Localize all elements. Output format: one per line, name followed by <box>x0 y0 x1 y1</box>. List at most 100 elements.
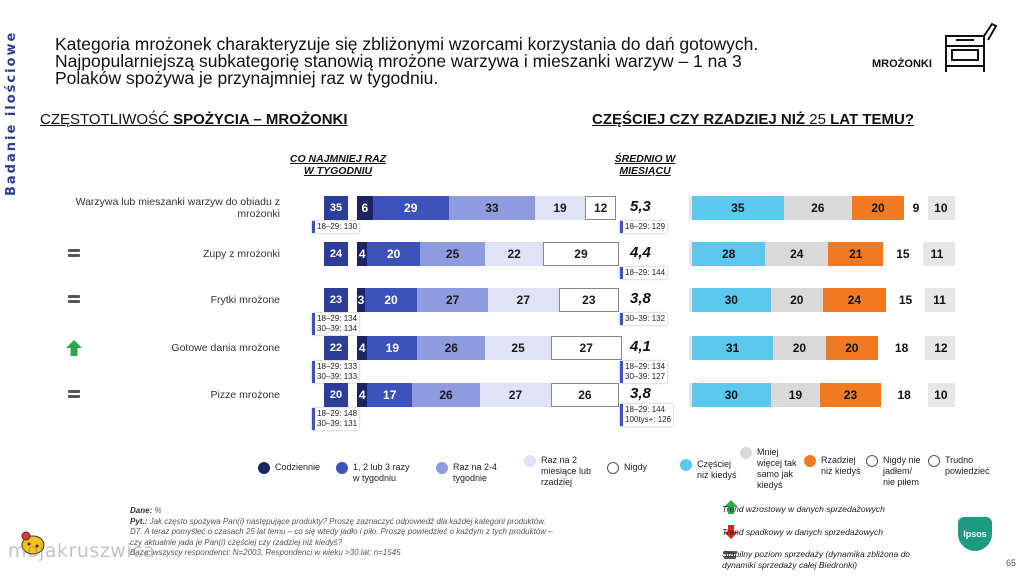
bar-segment: 29 <box>372 196 449 220</box>
bar-segment: 3 <box>357 288 365 312</box>
legend-swatch <box>524 455 536 467</box>
bar-segment: 20 <box>367 242 420 266</box>
bar-segment: 23 <box>820 383 881 407</box>
ipsos-logo: Ipsos <box>958 517 992 551</box>
comparison-stack: 35 26 20 9 10 <box>692 196 954 220</box>
bar-segment: 26 <box>417 336 486 360</box>
headline-line-2: Najpopularniejszą subkategorię stanowią … <box>55 51 742 71</box>
frequency-stack: 3 20 27 27 23 <box>357 288 619 312</box>
chart-row: Pizze mrożone 20 4 17 26 27 26 3,8 18–29: 148 30–… <box>0 383 1024 430</box>
legend-swatch <box>804 455 816 467</box>
trend-flat-icon <box>68 295 80 305</box>
subgroup-avg: 18–29: 144 100tys+: 126 <box>620 404 674 426</box>
headline-line-1: Kategoria mrożonek charakteryzuje się zb… <box>55 34 759 54</box>
legend-label: Trudno powiedzieć <box>945 455 990 476</box>
subgroup-avg-line: 18–29: 144 <box>625 405 666 414</box>
side-label-text: Badanie ilościowe <box>4 30 19 196</box>
bar-segment: 27 <box>550 336 622 360</box>
subgroup-avg: 18–29: 144 <box>620 267 668 279</box>
atleast-weekly-value: 23 <box>324 288 348 312</box>
bar-segment: 19 <box>770 383 821 407</box>
bar-segment: 28 <box>692 242 766 266</box>
bar-segment: 20 <box>364 288 418 312</box>
notes-l2-label: Pyt.: <box>130 516 148 526</box>
legend-item: Raz na 2 miesiące lub rzadziej <box>524 455 600 488</box>
bar-segment: 20 <box>851 196 905 220</box>
subgroup-atleast-line: 30–39: 134 <box>317 324 358 333</box>
subgroup-atleast: 18–29: 148 30–39: 131 <box>312 408 360 430</box>
subgroup-atleast: 18–29: 133 30–39: 133 <box>312 361 360 383</box>
trend-flat-icon <box>68 249 80 259</box>
trend-up-icon <box>66 340 82 356</box>
frequency-stack: 4 20 25 22 29 <box>357 242 619 266</box>
headline: Kategoria mrożonek charakteryzuje się zb… <box>55 34 855 87</box>
legend-swatch <box>336 462 348 474</box>
bar-segment: 19 <box>535 196 585 220</box>
bar-segment: 25 <box>419 242 486 266</box>
legend: Codziennie 1, 2 lub 3 razy w tygodniu Raz … <box>0 447 1024 495</box>
bar-segment: 25 <box>485 336 551 360</box>
notes-l1-label: Dane: <box>130 506 153 515</box>
comparison-stack: 31 20 20 18 12 <box>692 336 957 360</box>
legend-item: Rzadziej niż kiedyś <box>804 455 864 477</box>
legend-label: Częściej niż kiedyś <box>697 459 737 480</box>
bar-segment: 29 <box>542 242 619 266</box>
bar-segment: 19 <box>367 336 418 360</box>
bar-segment: 24 <box>765 242 829 266</box>
bar-segment: 30 <box>692 383 771 407</box>
bar-segment: 20 <box>773 336 826 360</box>
section2-title-b: 25 <box>809 111 826 128</box>
watermark: mojakruszwica <box>8 540 156 562</box>
bar-segment: 30 <box>692 288 771 312</box>
legend-item: Raz na 2-4 tygodnie <box>436 462 516 484</box>
notes-l2: Jak często spożywa Pan(i) następujące pr… <box>147 516 546 526</box>
frequency-stack: 4 19 26 25 27 <box>357 336 622 360</box>
comparison-stack: 30 19 23 18 10 <box>692 383 954 407</box>
atleast-weekly-value: 35 <box>324 196 348 220</box>
notes-l3: D7. A teraz pomyśleć o czasach 25 lat te… <box>130 527 553 536</box>
atleast-weekly-value: 22 <box>324 336 348 360</box>
row-label: Warzywa lub mieszanki warzyw do obiadu z… <box>75 196 280 220</box>
subgroup-atleast-line: 18–29: 148 <box>317 409 358 418</box>
legend-swatch <box>607 462 619 474</box>
row-label: Pizze mrożone <box>210 389 280 401</box>
legend-swatch <box>680 459 692 471</box>
legend-item: Trudno powiedzieć <box>928 455 994 477</box>
col-head-avg-l2: MIESIĄCU <box>619 165 671 177</box>
bar-segment: 31 <box>692 336 774 360</box>
legend-item: 1, 2 lub 3 razy w tygodniu <box>336 462 416 484</box>
ladybug-icon <box>21 531 45 555</box>
legend-label: Mniej więcej tak samo jak kiedyś <box>757 447 797 490</box>
bar-segment: 18 <box>878 336 926 360</box>
subgroup-avg-line: 30–39: 132 <box>625 314 666 323</box>
bar-segment: 26 <box>783 196 852 220</box>
bar-segment: 9 <box>904 196 928 220</box>
section1-title: CZĘSTOTLIWOŚĆ SPOŻYCIA – MROŻONKI <box>40 111 348 128</box>
col-head-atleast-l2: W TYGODNIU <box>303 165 373 177</box>
bar-segment: 4 <box>357 383 368 407</box>
subgroup-atleast: 18–29: 134 30–39: 134 <box>312 313 360 335</box>
bar-segment: 6 <box>357 196 373 220</box>
bar-segment: 27 <box>487 288 559 312</box>
monthly-average: 3,8 <box>630 385 651 402</box>
bar-segment: 12 <box>934 341 948 355</box>
comparison-stack: 28 24 21 15 11 <box>692 242 951 266</box>
notes-l4: czy aktualnie jada je Pan(i) częściej cz… <box>130 537 343 547</box>
subgroup-atleast-line: 30–39: 133 <box>317 372 358 381</box>
bar-segment: 11 <box>930 247 944 261</box>
legend-swatch <box>436 462 448 474</box>
bar-segment: 20 <box>825 336 878 360</box>
chart-row: Warzywa lub mieszanki warzyw do obiadu z… <box>0 196 1024 233</box>
row-label: Frytki mrożone <box>210 294 280 306</box>
bar-segment: 10 <box>934 201 948 215</box>
trend-legend-up: Trend wzrostowy w danych sprzedażowych <box>722 504 885 514</box>
notes-l5: Baza: wszyscy respondenci: N=2003, Respo… <box>130 548 401 557</box>
freezer-icon <box>945 22 998 72</box>
subgroup-atleast-line: 18–29: 133 <box>317 362 358 371</box>
bar-segment: 15 <box>885 288 926 312</box>
frequency-stack: 6 29 33 19 12 <box>357 196 617 220</box>
col-head-atleast: CO NAJMNIEJ RAZ W TYGODNIU <box>283 153 393 177</box>
arrow-up-icon <box>724 500 738 514</box>
legend-label: Rzadziej niż kiedyś <box>821 455 861 476</box>
section1-title-a: CZĘSTOTLIWOŚĆ <box>40 111 174 128</box>
